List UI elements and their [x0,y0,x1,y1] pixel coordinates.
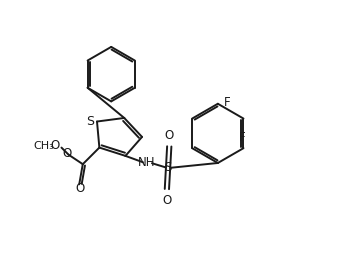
Text: F: F [239,131,246,144]
Text: S: S [164,161,172,174]
Text: O: O [162,194,172,207]
Text: NH: NH [138,156,156,170]
Text: CH₃: CH₃ [33,141,54,151]
Text: O: O [165,129,174,142]
Text: O: O [50,139,60,152]
Text: O: O [75,182,85,195]
Text: F: F [224,96,230,109]
Text: O: O [63,146,72,160]
Text: S: S [86,114,94,128]
